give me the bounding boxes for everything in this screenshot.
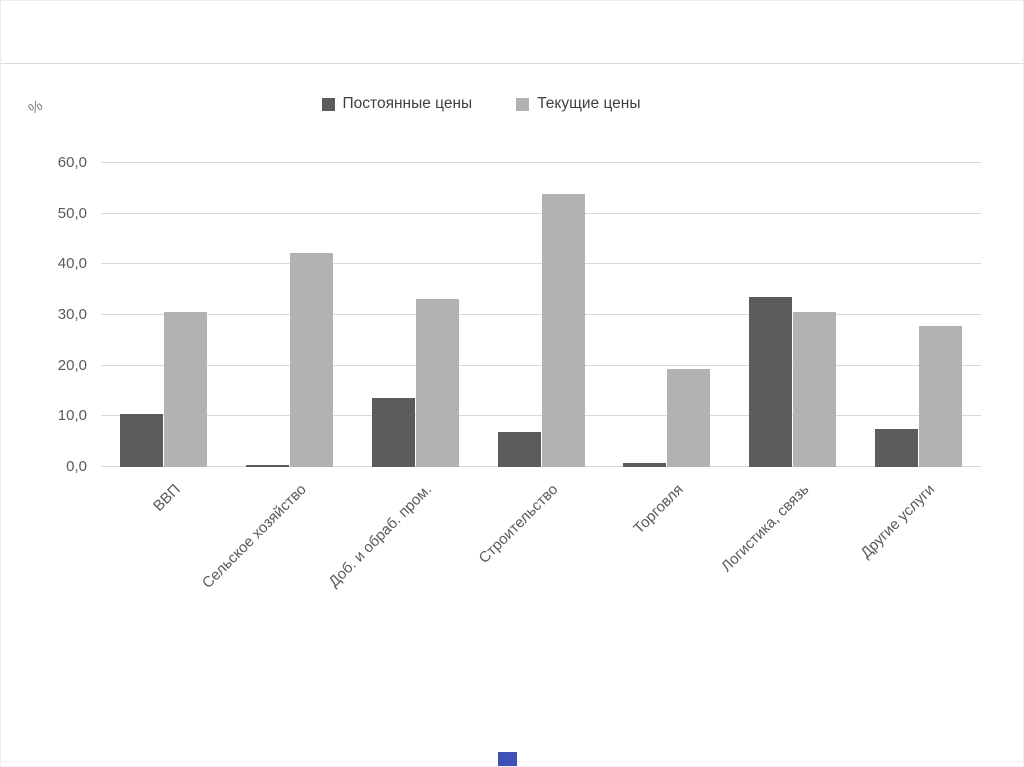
x-category-label: Сельское хозяйство [198, 481, 310, 592]
bar-series0-cat2 [371, 398, 415, 467]
y-tick-label: 60,0 [57, 154, 87, 171]
bar-series0-cat0 [120, 414, 164, 467]
x-category-label: Доб. и обраб. пром. [325, 481, 436, 591]
bar-series0-cat6 [874, 429, 918, 467]
gridline [101, 314, 981, 315]
y-axis-ticks: 0,0 10,0 20,0 30,0 40,0 50,0 60,0 [1, 154, 91, 475]
bar-series1-cat5 [792, 312, 836, 467]
y-tick-label: 10,0 [57, 407, 87, 425]
bar-series1-cat6 [918, 326, 962, 467]
x-category-label: Логистика, связь [718, 481, 813, 576]
y-tick-label: 40,0 [57, 255, 87, 273]
bar-series1-cat4 [667, 369, 711, 467]
legend-item-0: Постоянные цены [321, 95, 473, 113]
legend-label: Текущие цены [537, 95, 641, 112]
bar-series0-cat3 [497, 432, 541, 467]
plot-area [101, 162, 981, 467]
x-category-label: ВВП [150, 481, 184, 515]
bar-series1-cat2 [415, 299, 459, 467]
top-divider-line [1, 63, 1023, 64]
bar-series1-cat3 [541, 194, 585, 467]
slide-progress-marker [498, 752, 517, 766]
x-axis-labels: ВВП Сельское хозяйство Доб. и обраб. пром.… [101, 469, 981, 679]
chart-legend: Постоянные цены Текущие цены [1, 95, 993, 113]
y-tick-label: 50,0 [57, 204, 87, 222]
gridline [101, 263, 981, 265]
gridline [101, 466, 981, 467]
gridline [101, 364, 981, 366]
legend-label: Постоянные цены [342, 95, 473, 112]
y-tick-label: 0,0 [66, 458, 87, 475]
gridline [101, 162, 981, 163]
bar-series1-cat1 [290, 253, 334, 467]
bar-series0-cat5 [748, 297, 792, 467]
x-category-label: Строительство [475, 481, 562, 567]
legend-swatch-icon [321, 97, 335, 111]
legend-item-1: Текущие цены [516, 95, 640, 113]
bar-series0-cat1 [246, 465, 290, 467]
bar-series0-cat4 [623, 463, 667, 467]
gridline [101, 415, 981, 417]
y-tick-label: 30,0 [57, 306, 87, 323]
legend-swatch-icon [516, 97, 530, 111]
y-tick-label: 20,0 [57, 356, 87, 374]
x-category-label: Другие услуги [857, 481, 939, 562]
gridline [101, 212, 981, 214]
x-category-label: Торговля [630, 481, 687, 538]
bar-series1-cat0 [164, 312, 208, 467]
